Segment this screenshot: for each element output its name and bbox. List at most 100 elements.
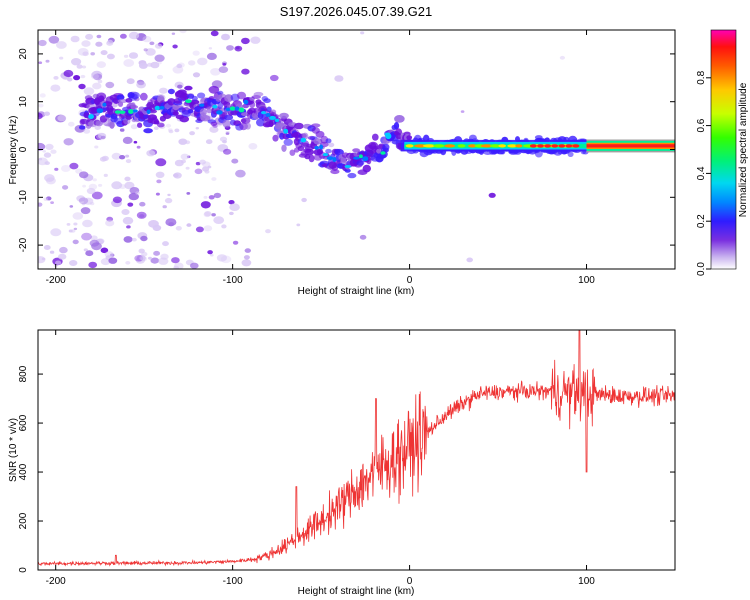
band-peak-strong (572, 144, 580, 148)
noise-blob (226, 45, 234, 51)
snr-frame (37, 329, 676, 571)
noise-blob (83, 197, 94, 205)
noise-blob (139, 62, 148, 69)
band-peak-strong (544, 144, 552, 148)
noise-blob (44, 174, 55, 182)
noise-blob (199, 159, 207, 165)
noise-blob (180, 153, 189, 160)
noise-blob (106, 39, 114, 45)
snr-xlabel: Height of straight line (km) (298, 586, 415, 597)
ridge-blob (272, 134, 279, 142)
noise-blob (73, 75, 81, 81)
noise-blob (125, 261, 131, 265)
noise-blob (210, 253, 214, 257)
noise-blob (150, 257, 160, 264)
noise-blob (172, 44, 178, 49)
x-tick-label: 100 (578, 275, 595, 286)
noise-blob (53, 76, 59, 80)
noise-blob (39, 93, 46, 98)
noise-blob (155, 158, 167, 167)
noise-blob (71, 58, 82, 66)
noise-blob (241, 37, 250, 45)
noise-blob (205, 139, 213, 145)
noise-blob (43, 197, 49, 201)
noise-blob (83, 248, 88, 252)
noise-blob (140, 235, 148, 242)
peak-blob (344, 165, 351, 168)
ridge-blob (83, 112, 90, 119)
noise-blob (171, 32, 176, 35)
noise-blob (213, 216, 225, 225)
noise-blob (124, 181, 135, 190)
peak-blob (269, 115, 276, 120)
ridge-blob (139, 92, 148, 101)
noise-blob (174, 128, 180, 133)
peak-blob (283, 128, 289, 134)
noise-blob (219, 136, 228, 142)
noise-blob (208, 47, 213, 50)
ridge-blob (300, 151, 306, 156)
noise-blob (192, 72, 201, 78)
noise-blob (91, 242, 102, 251)
noise-blob (45, 143, 54, 150)
noise-blob (58, 253, 67, 260)
colorbar-ticks: 0.0 0.2 0.4 0.6 0.8 (696, 70, 711, 276)
noise-blob (232, 240, 239, 245)
noise-blob (100, 247, 109, 254)
noise-blob (241, 68, 250, 75)
noise-blob (123, 59, 135, 67)
noise-blob (43, 152, 52, 158)
noise-blob (50, 149, 57, 154)
ridge-blob (157, 122, 165, 128)
noise-blob (175, 226, 182, 231)
peak-blob (353, 156, 360, 160)
ridge-blob (330, 169, 340, 175)
noise-blob (119, 155, 126, 160)
noise-blob (55, 260, 62, 265)
noise-blob (139, 255, 146, 261)
noise-blob (45, 59, 50, 63)
noise-blob (69, 260, 78, 266)
noise-blob (128, 31, 140, 40)
peak-blob (88, 114, 94, 120)
noise-blob (122, 216, 134, 225)
noise-blob (38, 61, 43, 64)
noise-blob (142, 35, 152, 43)
noise-blob (153, 126, 159, 130)
peak-blob (380, 151, 386, 155)
noise-blob (79, 171, 89, 179)
ridge-blob (325, 138, 332, 144)
noise-blob (86, 187, 96, 195)
noise-blob (128, 52, 139, 59)
band-peak (507, 144, 518, 148)
ridge-blob (241, 117, 251, 124)
ridge-blob (142, 114, 149, 119)
ridge-blob (190, 99, 200, 105)
noise-blob (208, 85, 220, 94)
peak-blob (118, 110, 126, 114)
noise-blob (168, 129, 174, 134)
noise-blob (192, 50, 200, 56)
noise-blob (50, 228, 62, 237)
noise-blob (111, 152, 122, 160)
snr-plot-area (38, 330, 675, 567)
noise-blob (121, 209, 130, 215)
noise-blob (167, 193, 171, 197)
noise-blob (250, 36, 261, 44)
ridge-blob (109, 121, 115, 129)
noise-blob (80, 74, 86, 79)
noise-blob (103, 173, 108, 177)
noise-blob (38, 39, 47, 47)
noise-blob (111, 181, 123, 190)
noise-blob (270, 74, 279, 82)
x-tick-label: -200 (46, 576, 66, 587)
spectrogram-y-ticks: -20 -10 0 10 20 (18, 48, 675, 252)
band-peak-strong (565, 144, 573, 148)
noise-blob (112, 196, 122, 204)
noise-blob (156, 179, 162, 184)
noise-blob (231, 158, 239, 164)
noise-blob (194, 168, 203, 175)
noise-blob (218, 66, 229, 73)
band-peak-strong (537, 144, 544, 148)
noise-blob (328, 142, 335, 148)
